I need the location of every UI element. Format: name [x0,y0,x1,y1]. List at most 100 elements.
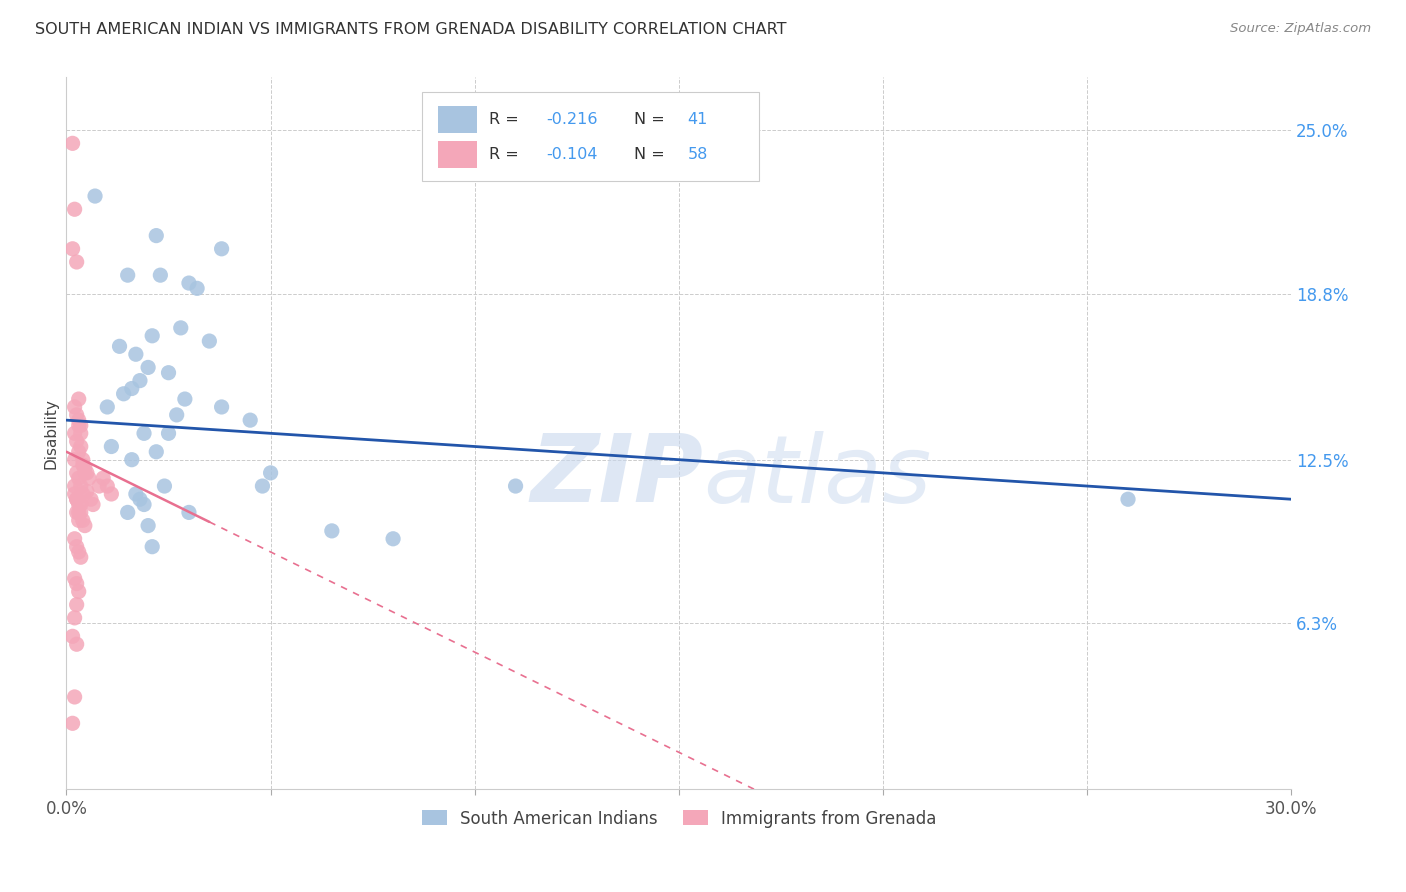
Text: 58: 58 [688,146,707,161]
Point [173,392,195,406]
Point [259,466,281,480]
Legend: South American Indians, Immigrants from Grenada: South American Indians, Immigrants from … [415,803,943,834]
Point [117,505,139,519]
Point [87,479,110,493]
Point [141,328,163,343]
Point [63,690,86,704]
Point [82,498,104,512]
Point [73,460,96,475]
Point [69,440,91,454]
Point [129,374,152,388]
Point [177,276,200,290]
Point [211,400,233,414]
Point [125,347,148,361]
Point [66,598,89,612]
Point [67,505,90,519]
Point [157,426,180,441]
Point [66,434,89,449]
Point [67,584,90,599]
Point [66,492,89,507]
Point [121,452,143,467]
Text: N =: N = [634,146,669,161]
Point [63,532,86,546]
Text: SOUTH AMERICAN INDIAN VS IMMIGRANTS FROM GRENADA DISABILITY CORRELATION CHART: SOUTH AMERICAN INDIAN VS IMMIGRANTS FROM… [35,22,786,37]
Point [67,392,90,406]
Point [149,268,172,282]
Point [121,382,143,396]
Bar [437,106,477,133]
Point [67,444,90,458]
Point [91,471,114,485]
Text: ZIP: ZIP [530,430,703,522]
Point [129,492,152,507]
Point [186,281,208,295]
Text: 41: 41 [688,112,707,128]
Point [96,479,118,493]
Text: Source: ZipAtlas.com: Source: ZipAtlas.com [1230,22,1371,36]
Point [67,413,90,427]
Point [62,136,84,151]
Point [66,576,89,591]
Point [63,400,86,414]
Point [211,242,233,256]
Point [63,479,86,493]
Point [66,540,89,554]
Point [153,479,176,493]
Point [69,550,91,565]
Point [112,386,135,401]
Text: -0.216: -0.216 [547,112,598,128]
Point [1116,492,1139,507]
Point [63,452,86,467]
Point [69,479,91,493]
Point [66,492,89,507]
Text: R =: R = [489,146,524,161]
Point [69,418,91,433]
Point [76,466,98,480]
Point [66,255,89,269]
Point [62,242,84,256]
Point [72,452,94,467]
Point [132,498,155,512]
Point [166,408,188,422]
Point [73,518,96,533]
Point [84,189,107,203]
FancyBboxPatch shape [422,92,758,181]
Point [80,492,103,507]
Point [170,321,193,335]
Point [67,513,90,527]
Point [63,571,86,585]
Point [66,637,89,651]
Text: -0.104: -0.104 [547,146,598,161]
Point [100,440,122,454]
Point [69,505,91,519]
Point [125,487,148,501]
Point [66,408,89,422]
Point [72,487,94,501]
Point [108,339,131,353]
Point [100,487,122,501]
Y-axis label: Disability: Disability [44,398,58,469]
Point [63,426,86,441]
Point [505,479,527,493]
Point [136,360,159,375]
Text: atlas: atlas [703,431,932,522]
Point [63,202,86,217]
Point [67,471,90,485]
Point [96,400,118,414]
Point [145,444,167,458]
Point [198,334,221,348]
Point [157,366,180,380]
Point [145,228,167,243]
Point [69,498,91,512]
Point [141,540,163,554]
Text: R =: R = [489,112,524,128]
Point [67,418,90,433]
Point [72,458,94,472]
Point [136,518,159,533]
Point [69,426,91,441]
Point [382,532,405,546]
Point [76,484,98,499]
Point [67,545,90,559]
Point [117,268,139,282]
Point [177,505,200,519]
